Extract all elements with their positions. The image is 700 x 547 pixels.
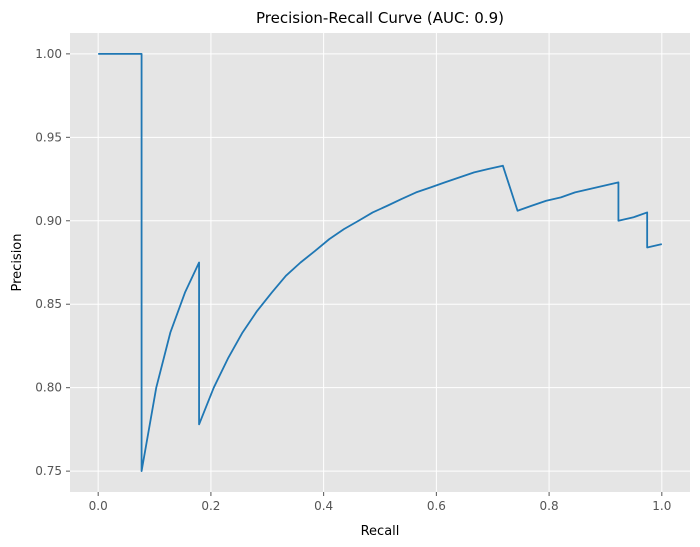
x-tick-label: 1.0 xyxy=(652,499,671,513)
y-axis-label: Precision xyxy=(10,233,25,291)
plot-background xyxy=(70,33,690,492)
pr-curve-line xyxy=(98,52,663,473)
x-tick-label: 0.6 xyxy=(427,499,446,513)
x-tick-label: 0.2 xyxy=(201,499,220,513)
series-layer xyxy=(98,52,663,473)
y-tick-label: 0.75 xyxy=(35,464,62,478)
grid xyxy=(70,33,690,492)
x-tick-label: 0.4 xyxy=(314,499,333,513)
y-tick-label: 1.00 xyxy=(35,47,62,61)
y-tick-label: 0.85 xyxy=(35,297,62,311)
ticks: 0.0 0.2 0.4 0.6 0.8 1.0 0.75 0.80 0.85 0.90 0.95 1.… xyxy=(35,47,671,513)
x-axis-label: Recall xyxy=(361,524,400,539)
chart-title: Precision-Recall Curve (AUC: 0.9) xyxy=(256,9,504,27)
y-tick-label: 0.90 xyxy=(35,214,62,228)
y-tick-label: 0.95 xyxy=(35,130,62,144)
y-tick-label: 0.80 xyxy=(35,381,62,395)
x-tick-label: 0.8 xyxy=(540,499,559,513)
x-tick-label: 0.0 xyxy=(89,499,108,513)
